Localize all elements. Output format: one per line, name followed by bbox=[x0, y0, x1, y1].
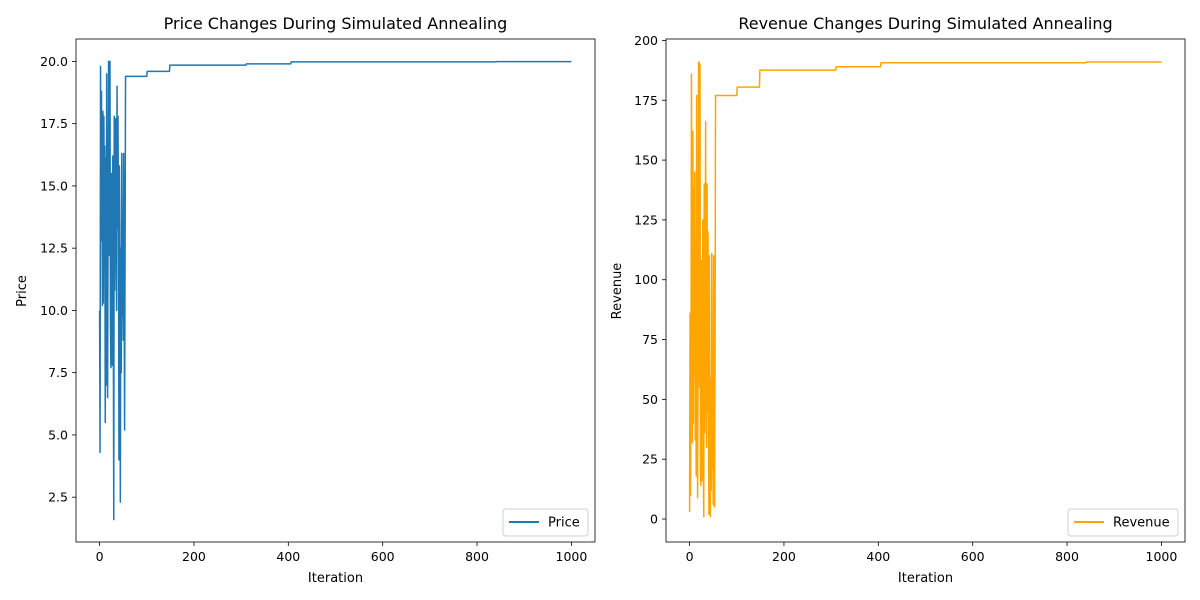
price-x-tick-label: 400 bbox=[276, 549, 300, 564]
price-chart-xlabel: Iteration bbox=[308, 571, 363, 586]
revenue-y-tick-label: 150 bbox=[634, 153, 658, 168]
revenue-legend-label: Revenue bbox=[1113, 516, 1170, 531]
revenue-legend: Revenue bbox=[1067, 508, 1179, 537]
revenue-legend-box bbox=[1067, 508, 1179, 537]
revenue-y-tick-label: 125 bbox=[634, 212, 658, 227]
price-x-tick-label: 0 bbox=[96, 549, 104, 564]
revenue-chart-ylabel: Revenue bbox=[610, 263, 625, 320]
price-x-tick-label: 800 bbox=[465, 549, 489, 564]
revenue-chart-title: Revenue Changes During Simulated Anneali… bbox=[738, 14, 1112, 33]
revenue-x-tick-label: 400 bbox=[866, 549, 890, 564]
price-y-tick-label: 15.0 bbox=[40, 178, 68, 193]
price-y-tick-label: 2.5 bbox=[48, 490, 68, 505]
revenue-plot-frame bbox=[665, 38, 1186, 543]
revenue-x-tick-label: 0 bbox=[686, 549, 694, 564]
price-x-tick-label: 600 bbox=[371, 549, 395, 564]
price-chart-ylabel: Price bbox=[15, 275, 30, 307]
revenue-y-tick-label: 200 bbox=[634, 33, 658, 48]
price-y-tick-label: 7.5 bbox=[48, 365, 68, 380]
price-y-tick-label: 20.0 bbox=[40, 54, 68, 69]
price-chart-panel: Price Changes During Simulated Annealing… bbox=[15, 14, 596, 586]
revenue-x-tick-label: 1000 bbox=[1146, 549, 1178, 564]
revenue-y-tick-label: 50 bbox=[642, 392, 658, 407]
price-y-tick-label: 10.0 bbox=[40, 303, 68, 318]
price-series-line-0 bbox=[98, 60, 572, 521]
price-x-tick-label: 1000 bbox=[556, 549, 588, 564]
price-y-tick-label: 12.5 bbox=[40, 241, 68, 256]
revenue-y-tick-label: 75 bbox=[642, 332, 658, 347]
price-legend-label: Price bbox=[548, 516, 580, 531]
revenue-series-line-0 bbox=[688, 61, 1162, 518]
revenue-x-tick-label: 800 bbox=[1055, 549, 1079, 564]
revenue-y-tick-label: 0 bbox=[650, 512, 658, 527]
price-chart-title: Price Changes During Simulated Annealing bbox=[164, 14, 508, 33]
revenue-chart-xlabel: Iteration bbox=[898, 571, 953, 586]
price-y-tick-label: 17.5 bbox=[40, 116, 68, 131]
revenue-x-tick-label: 200 bbox=[772, 549, 796, 564]
price-legend: Price bbox=[502, 508, 589, 537]
revenue-y-tick-label: 100 bbox=[634, 272, 658, 287]
price-plot-frame bbox=[75, 38, 596, 543]
price-y-tick-label: 5.0 bbox=[48, 427, 68, 442]
revenue-y-tick-label: 25 bbox=[642, 452, 658, 467]
revenue-x-tick-label: 600 bbox=[961, 549, 985, 564]
price-x-tick-label: 200 bbox=[182, 549, 206, 564]
revenue-chart-panel: Revenue Changes During Simulated Anneali… bbox=[610, 14, 1186, 586]
revenue-y-tick-label: 175 bbox=[634, 93, 658, 108]
price-legend-box bbox=[502, 508, 589, 537]
